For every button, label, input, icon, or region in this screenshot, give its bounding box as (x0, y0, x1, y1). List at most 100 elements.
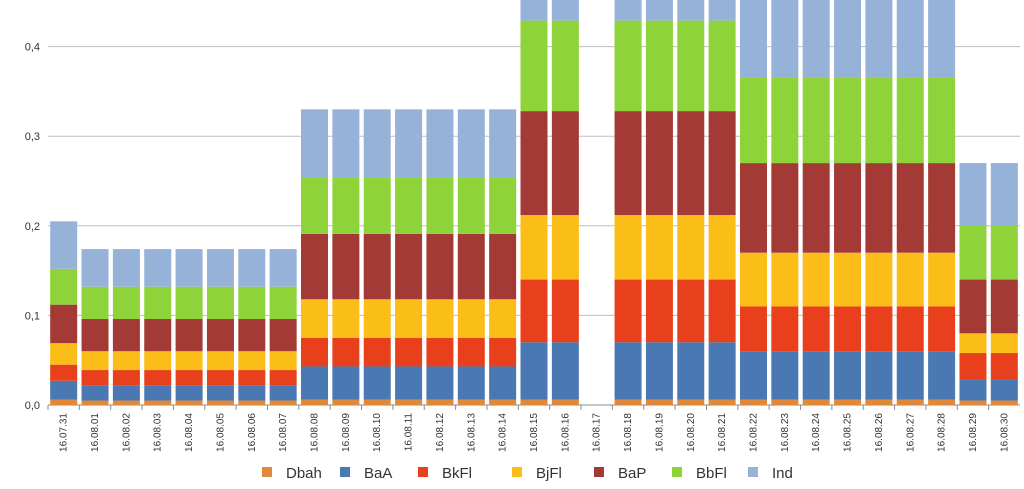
bar-segment-ind (771, 0, 799, 78)
bar-segment-bkfl (520, 279, 548, 343)
bar-segment-bap (457, 233, 485, 300)
bar-segment-bjfl (301, 299, 329, 338)
bar-segment-bbfl (81, 286, 109, 319)
bar-segment-dbah (990, 400, 1018, 405)
bar-segment-bbfl (395, 177, 423, 234)
bar-segment-ind (206, 249, 234, 287)
bar-segment-bkfl (457, 337, 485, 367)
bar-segment-bkfl (959, 353, 987, 380)
bar-segment-bkfl (81, 370, 109, 386)
bar-segment-bkfl (395, 337, 423, 367)
bar-segment-bjfl (865, 252, 893, 307)
bar-segment-bkfl (144, 370, 172, 386)
bar-segment-bkfl (708, 279, 736, 343)
bar-segment-bbfl (990, 225, 1018, 280)
bar-segment-baa (708, 342, 736, 400)
bar-segment-bbfl (928, 77, 956, 164)
x-tick-label: 16.08.25 (843, 413, 854, 452)
bar-segment-ind (269, 249, 297, 287)
bar-segment-baa (645, 342, 673, 400)
bar-segment-dbah (301, 399, 329, 405)
bar-segment-ind (363, 109, 391, 178)
bar-segment-bkfl (269, 370, 297, 386)
bar-segment-baa (865, 351, 893, 400)
bar-segment-bap (802, 163, 830, 253)
bar-segment-bjfl (645, 215, 673, 280)
bar-segment-bkfl (50, 364, 78, 381)
bar-segment-bap (269, 318, 297, 352)
legend-swatch-bbfl (672, 467, 682, 477)
bar-segment-bap (739, 163, 767, 253)
bar-segment-bbfl (206, 286, 234, 319)
bar-segment-baa (112, 385, 140, 401)
bar-segment-bbfl (771, 77, 799, 164)
bar-segment-baa (739, 351, 767, 400)
x-tick-label: 16.08.19 (654, 413, 665, 452)
bar-segment-dbah (520, 399, 548, 405)
bar-segment-bkfl (928, 306, 956, 352)
x-tick-label: 16.08.21 (717, 413, 728, 452)
bar-segment-bkfl (896, 306, 924, 352)
x-tick-label: 16.08.07 (278, 413, 289, 452)
bar-segment-bjfl (50, 343, 78, 365)
bar-segment-bap (520, 111, 548, 216)
bar-segment-ind (238, 249, 266, 287)
bar-segment-bbfl (50, 268, 78, 305)
bar-segment-baa (520, 342, 548, 400)
legend: Dbah BaA BkFl BjFl BaP BbFl Ind (262, 465, 793, 482)
x-tick-label: 16.08.29 (968, 413, 979, 452)
bar-segment-bjfl (206, 351, 234, 371)
bar-segment-dbah (645, 399, 673, 405)
bar-segment-bap (426, 233, 454, 300)
bar-segment-baa (457, 366, 485, 400)
bar-segment-ind (301, 109, 329, 178)
bar-segment-baa (50, 380, 78, 400)
bar-segment-baa (990, 379, 1018, 401)
bar-segment-dbah (489, 399, 517, 405)
bar-segment-bbfl (112, 286, 140, 319)
bar-segment-dbah (928, 399, 956, 405)
bar-segment-baa (834, 351, 862, 400)
y-tick-label: 0,1 (25, 310, 40, 322)
bar-segment-bap (395, 233, 423, 300)
bar-segment-baa (269, 385, 297, 401)
bar-segment-bap (959, 279, 987, 334)
bar-segment-ind (395, 109, 423, 178)
bar-segment-baa (677, 342, 705, 400)
bar-segment-dbah (238, 400, 266, 405)
bar-segment-bkfl (301, 337, 329, 367)
x-tick-label: 16.08.09 (341, 413, 352, 452)
x-tick-label: 16.08.08 (310, 413, 321, 452)
bar-segment-bbfl (645, 20, 673, 112)
bar-segment-ind (81, 249, 109, 287)
legend-label-ind: Ind (772, 465, 793, 482)
bar-segment-bbfl (551, 20, 579, 112)
bar-segment-dbah (269, 400, 297, 405)
bar-segment-baa (959, 379, 987, 401)
bar-segment-baa (206, 385, 234, 401)
bar-segment-bbfl (834, 77, 862, 164)
bar-segment-bjfl (802, 252, 830, 307)
bar-segment-bap (928, 163, 956, 253)
bar-segment-bbfl (457, 177, 485, 234)
bar-segment-bap (865, 163, 893, 253)
bar-segment-ind (739, 0, 767, 78)
bar-segment-dbah (206, 400, 234, 405)
bar-segment-bap (834, 163, 862, 253)
bar-segment-dbah (708, 399, 736, 405)
bar-segment-baa (395, 366, 423, 400)
bar-segment-dbah (50, 399, 78, 405)
bar-segment-bap (50, 304, 78, 344)
bar-segment-bkfl (771, 306, 799, 352)
bar-segment-bkfl (865, 306, 893, 352)
bar-segment-bbfl (865, 77, 893, 164)
bar-segment-bbfl (739, 77, 767, 164)
bar-segment-dbah (332, 399, 360, 405)
bar-segment-bbfl (363, 177, 391, 234)
bar-segment-bkfl (206, 370, 234, 386)
bar-segment-bap (206, 318, 234, 352)
bar-segment-bjfl (834, 252, 862, 307)
bar-segment-baa (144, 385, 172, 401)
x-tick-label: 16.08.23 (780, 413, 791, 452)
bar-segment-ind (144, 249, 172, 287)
